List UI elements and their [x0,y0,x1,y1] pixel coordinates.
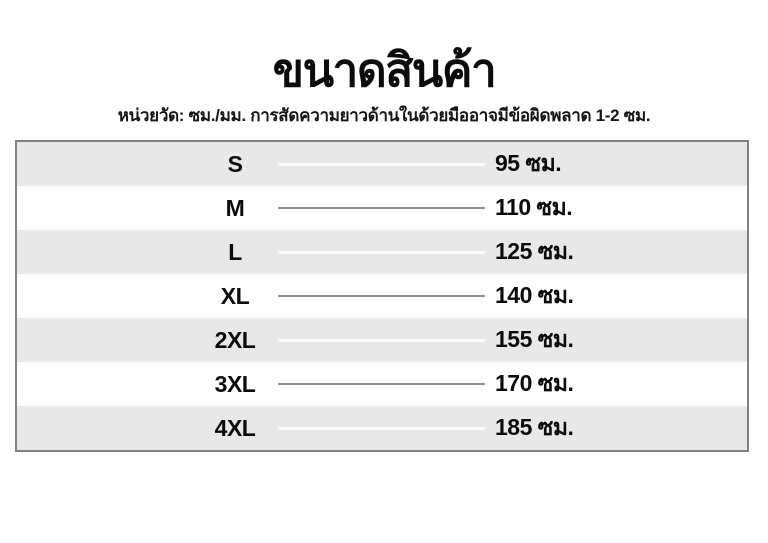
size-value: 140 ซม. [495,282,574,308]
size-value: 95 ซม. [495,150,562,176]
size-label: 2XL [214,326,256,353]
table-row: XL 140 ซม. [17,274,747,318]
size-label: 4XL [214,414,256,441]
size-value: 125 ซม. [495,238,574,264]
connector-line [278,162,485,166]
measurement-note: หน่วยวัด: ซม./มม. การสัดความยาวด้านในด้ว… [117,106,651,125]
size-value: 155 ซม. [495,326,574,352]
table-row: S 95 ซม. [17,142,747,186]
size-label: L [228,238,242,265]
size-label: S [227,150,243,177]
size-table: S 95 ซม. M 110 ซม. L 125 ซม. XL 140 ซม. … [15,140,749,452]
table-row: 3XL 170 ซม. [17,362,747,406]
connector-line [278,207,485,209]
table-row: M 110 ซม. [17,186,747,230]
size-label: M [225,194,245,221]
connector-line [278,426,485,430]
size-value: 170 ซม. [495,370,574,396]
size-label: XL [220,282,250,309]
connector-line [278,338,485,342]
connector-line [278,295,485,297]
page-title: ขนาดสินค้า [272,44,497,96]
size-label: 3XL [214,370,256,397]
connector-line [278,383,485,385]
connector-line [278,250,485,254]
size-value: 110 ซม. [495,194,573,220]
table-row: L 125 ซม. [17,230,747,274]
table-row: 4XL 185 ซม. [17,406,747,450]
size-value: 185 ซม. [495,414,574,440]
table-row: 2XL 155 ซม. [17,318,747,362]
